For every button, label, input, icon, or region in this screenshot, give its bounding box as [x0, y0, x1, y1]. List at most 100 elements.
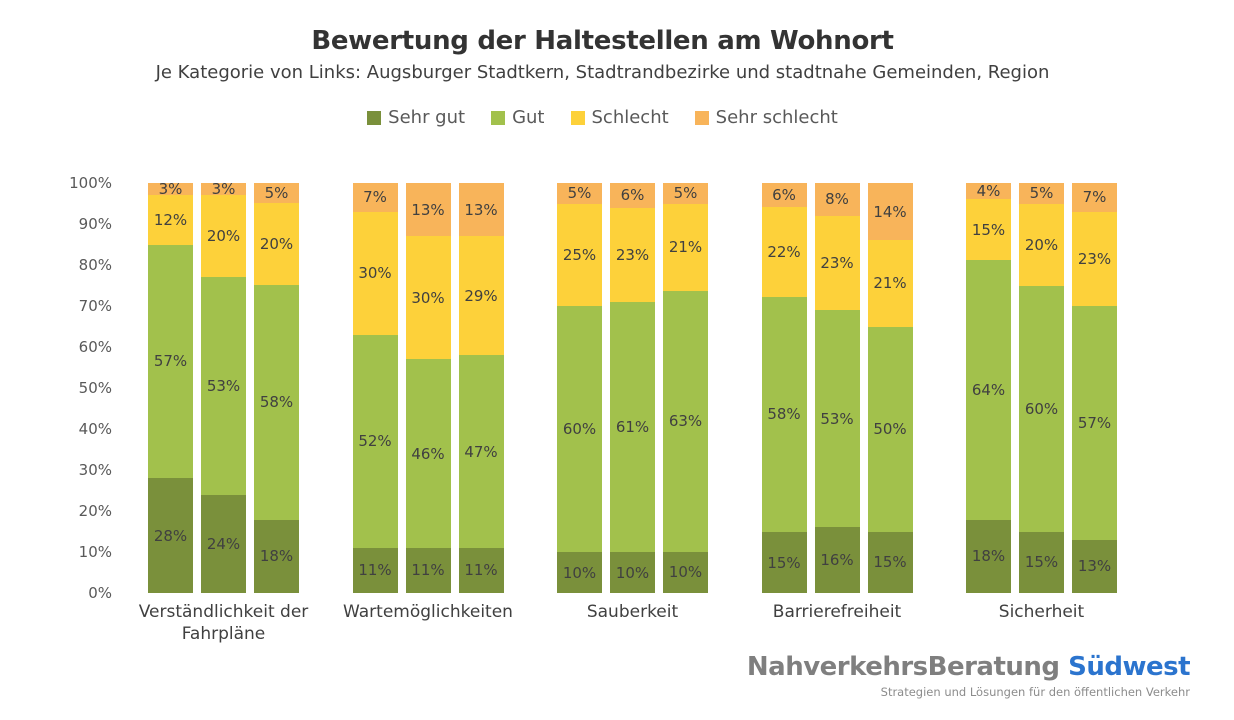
segment-gut: 50%	[867, 326, 913, 532]
bar-segment-label: 15%	[971, 220, 1006, 239]
segment-sehr-gut: 11%	[405, 547, 451, 593]
segment-sehr-gut: 16%	[814, 527, 860, 593]
segment-schlecht: 30%	[405, 236, 451, 360]
logo-text-gray: NahverkehrsBeratung	[746, 652, 1060, 682]
y-tick-label: 80%	[78, 256, 112, 274]
bar-segment-label: 25%	[562, 245, 597, 264]
bar-group-barrierefreiheit: 15% 58% 22% 6% 16% 53% 23% 8% 15% 50% 21% 14%	[761, 183, 913, 593]
bar-group-sicherheit: 18% 64% 15% 4% 15% 60% 20% 5% 13% 57% 23% 7%	[966, 182, 1117, 593]
bar-segment-label: 63%	[668, 412, 703, 431]
legend-item-schlecht: Schlecht	[570, 107, 669, 128]
segment-sehr-schlecht: 5%	[663, 183, 708, 204]
bar-segment-label: 7%	[1082, 188, 1107, 207]
bar-0-2: 18% 58% 20% 5%	[254, 183, 299, 593]
segment-schlecht: 23%	[814, 215, 860, 311]
x-axis-label-verst-ndlichkeit-der-fahrpl-ne: Verständlichkeit der Fahrpläne	[138, 602, 309, 645]
bar-segment-label: 4%	[976, 182, 1001, 201]
chart-title: Bewertung der Haltestellen am Wohnort	[311, 26, 894, 56]
bar-segment-label: 11%	[464, 561, 498, 580]
bar-4-0: 18% 64% 15% 4%	[966, 182, 1011, 593]
bar-1-2: 11% 47% 29% 13%	[458, 183, 504, 593]
legend-swatch-sehr-gut	[367, 110, 382, 125]
bar-segment-label: 23%	[820, 253, 854, 272]
bar-segment-label: 22%	[767, 243, 801, 262]
bar-3-2: 15% 50% 21% 14%	[867, 183, 913, 593]
y-tick-label: 20%	[78, 502, 112, 520]
segment-gut: 64%	[966, 260, 1011, 520]
segment-sehr-schlecht: 4%	[966, 182, 1011, 201]
y-tick-label: 10%	[78, 543, 112, 561]
segment-schlecht: 23%	[610, 207, 655, 302]
segment-schlecht: 20%	[1019, 203, 1064, 286]
segment-sehr-gut: 28%	[148, 478, 193, 593]
segment-schlecht: 21%	[867, 240, 913, 327]
bar-segment-label: 13%	[1077, 557, 1112, 576]
bar-segment-label: 6%	[620, 186, 645, 205]
legend-label: Schlecht	[591, 107, 669, 128]
bar-4-1: 15% 60% 20% 5%	[1019, 183, 1064, 593]
segment-schlecht: 22%	[761, 207, 807, 297]
segment-sehr-gut: 15%	[1019, 531, 1064, 593]
segment-sehr-gut: 15%	[867, 531, 913, 593]
bar-segment-label: 24%	[206, 534, 241, 553]
bar-1-1: 11% 46% 30% 13%	[405, 183, 451, 593]
segment-gut: 61%	[610, 301, 655, 552]
segment-schlecht: 21%	[663, 203, 708, 291]
bar-segment-label: 14%	[873, 202, 907, 221]
bar-segment-label: 20%	[259, 234, 294, 253]
segment-sehr-schlecht: 5%	[1019, 183, 1064, 204]
chart-subtitle: Je Kategorie von Links: Augsburger Stadt…	[155, 62, 1050, 83]
segment-sehr-gut: 15%	[761, 532, 807, 593]
bar-segment-label: 10%	[562, 563, 597, 582]
bar-segment-label: 3%	[211, 180, 236, 199]
bar-segment-label: 10%	[668, 563, 703, 582]
logo-name: NahverkehrsBeratung Südwest	[746, 652, 1191, 682]
bar-segment-label: 15%	[767, 553, 801, 572]
bar-segment-label: 46%	[411, 444, 445, 463]
segment-gut: 60%	[1019, 285, 1064, 532]
segment-gut: 53%	[814, 310, 860, 528]
bar-segment-label: 53%	[206, 376, 241, 395]
bar-segment-label: 47%	[464, 442, 498, 461]
x-axis-label-barrierefreiheit: Barrierefreiheit	[772, 602, 902, 622]
segment-schlecht: 25%	[557, 203, 602, 306]
bar-segment-label: 20%	[1024, 235, 1059, 254]
segment-gut: 46%	[405, 359, 451, 548]
legend-label: Sehr gut	[388, 107, 466, 128]
segment-gut: 57%	[1072, 306, 1117, 540]
bar-segment-label: 53%	[820, 409, 854, 428]
bar-segment-label: 13%	[411, 200, 445, 219]
legend-swatch-schlecht	[570, 110, 585, 125]
segment-sehr-schlecht: 8%	[814, 183, 860, 216]
bar-segment-label: 11%	[358, 561, 392, 580]
segment-sehr-gut: 18%	[966, 519, 1011, 593]
segment-schlecht: 15%	[966, 199, 1011, 261]
segment-gut: 58%	[254, 284, 299, 520]
bar-segment-label: 60%	[1024, 399, 1059, 418]
bar-1-0: 11% 52% 30% 7%	[352, 183, 398, 593]
x-axis-label-sauberkeit: Sauberkeit	[586, 602, 679, 622]
bar-0-0: 28% 57% 12% 3%	[148, 180, 193, 593]
bar-segment-label: 21%	[668, 238, 703, 257]
segment-gut: 53%	[201, 277, 246, 495]
bar-segment-label: 50%	[873, 420, 907, 438]
bar-segment-label: 30%	[411, 288, 445, 307]
bar-segment-label: 57%	[1077, 413, 1112, 432]
bar-segment-label: 21%	[873, 274, 907, 293]
segment-sehr-schlecht: 13%	[458, 183, 504, 237]
bar-segment-label: 7%	[363, 188, 387, 207]
segment-gut: 47%	[458, 355, 504, 548]
bar-segment-label: 28%	[153, 526, 188, 545]
bar-segment-label: 5%	[567, 184, 592, 203]
y-tick-label: 60%	[78, 338, 112, 356]
segment-schlecht: 12%	[148, 195, 193, 245]
segment-sehr-schlecht: 6%	[610, 183, 655, 208]
bar-segment-label: 30%	[358, 264, 392, 283]
bar-segment-label: 5%	[264, 184, 289, 203]
segment-sehr-schlecht: 13%	[405, 183, 451, 237]
y-tick-label: 40%	[78, 420, 112, 438]
segment-sehr-gut: 11%	[458, 547, 504, 593]
plot-area: 28% 57% 12% 3% 24% 53% 20% 3% 18% 58% 20% 5% 11% 52% 3…	[148, 180, 1117, 593]
bar-segment-label: 52%	[358, 432, 392, 451]
